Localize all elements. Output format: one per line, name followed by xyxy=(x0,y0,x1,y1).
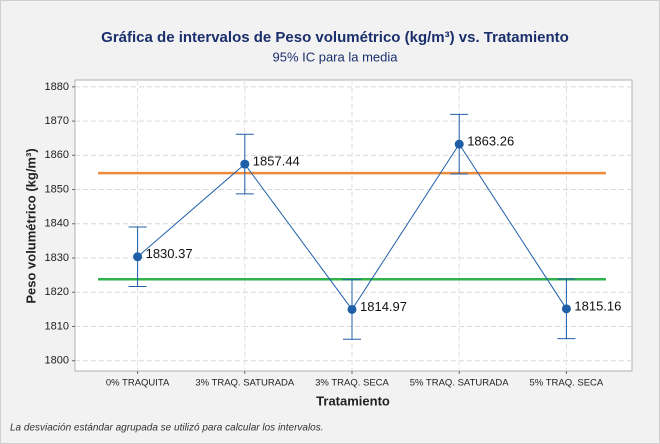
footnote: La desviación estándar agrupada se utili… xyxy=(10,423,324,434)
y-tick-label: 1870 xyxy=(45,115,69,127)
y-tick-label: 1860 xyxy=(45,149,69,161)
chart-subtitle: 95% IC para la media xyxy=(272,49,398,64)
data-label: 1814.97 xyxy=(360,299,407,314)
plot-area xyxy=(74,79,633,372)
y-tick-label: 1850 xyxy=(45,183,69,195)
data-label: 1863.26 xyxy=(467,134,514,149)
data-label: 1857.44 xyxy=(253,154,300,169)
y-tick-label: 1830 xyxy=(45,252,69,264)
x-tick-label: 5% TRAQ. SECA xyxy=(530,378,604,389)
x-tick-label: 0% TRAQUITA xyxy=(106,378,170,389)
mean-marker xyxy=(561,304,571,314)
x-tick-label: 3% TRAQ. SECA xyxy=(315,378,389,389)
y-tick-label: 1810 xyxy=(45,320,69,332)
x-axis-label: Tratamiento xyxy=(316,393,390,408)
mean-marker xyxy=(347,304,357,314)
data-label: 1815.16 xyxy=(574,298,621,313)
chart-title: Gráfica de intervalos de Peso volumétric… xyxy=(101,29,569,46)
x-tick-label: 5% TRAQ. SATURADA xyxy=(410,378,510,389)
y-tick-label: 1840 xyxy=(45,218,69,230)
mean-marker xyxy=(240,159,250,169)
data-label: 1830.37 xyxy=(146,246,193,261)
y-tick-label: 1820 xyxy=(45,286,69,298)
y-tick-label: 1800 xyxy=(45,355,69,367)
mean-marker xyxy=(454,139,464,149)
y-axis-label: Peso volumétrico (kg/m³) xyxy=(23,148,38,303)
mean-marker xyxy=(133,252,143,262)
y-tick-label: 1880 xyxy=(45,81,69,93)
x-tick-label: 3% TRAQ. SATURADA xyxy=(195,378,295,389)
